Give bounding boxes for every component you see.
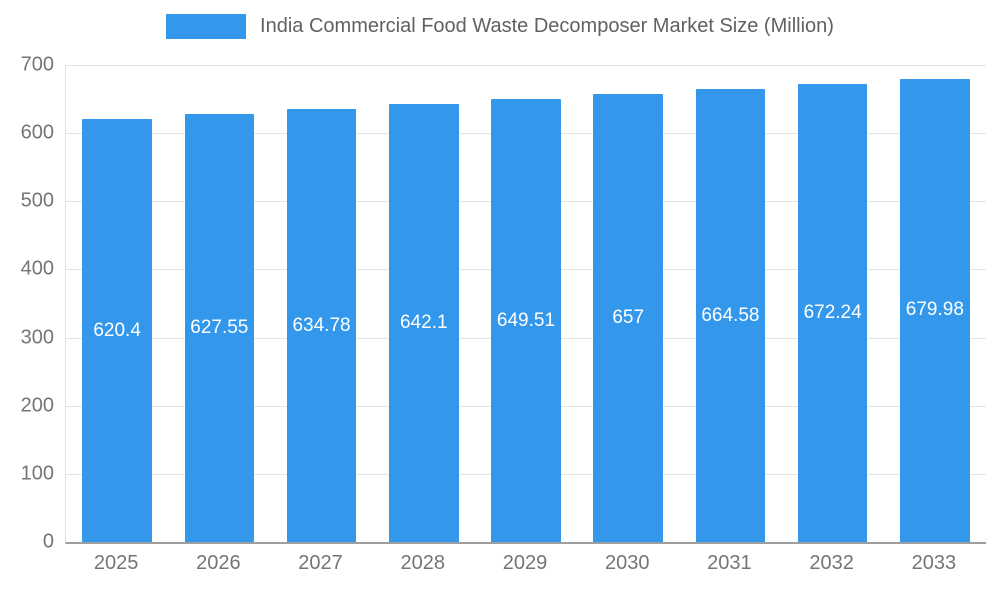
bar-band: 627.55 bbox=[168, 65, 270, 542]
bar: 657 bbox=[593, 94, 663, 542]
bar-band: 649.51 bbox=[475, 65, 577, 542]
chart-title: India Commercial Food Waste Decomposer M… bbox=[260, 15, 834, 37]
x-tick-label: 2033 bbox=[911, 552, 957, 574]
x-tick-label: 2030 bbox=[604, 552, 650, 574]
y-tick-label: 300 bbox=[20, 326, 54, 349]
chart-legend: India Commercial Food Waste Decomposer M… bbox=[0, 14, 1000, 39]
bar-value-label: 664.58 bbox=[701, 304, 760, 326]
y-tick-label: 0 bbox=[42, 530, 54, 553]
x-tick-label: 2025 bbox=[93, 552, 139, 574]
x-tick-label: 2031 bbox=[707, 552, 752, 574]
x-axis-labels: 2025 2026 2027 2028 2029 2030 2031 2032 2033 bbox=[65, 552, 985, 575]
bar: 649.51 bbox=[491, 99, 561, 542]
y-tick-label: 600 bbox=[20, 121, 54, 144]
bar-band: 620.4 bbox=[66, 65, 168, 542]
y-tick-label: 700 bbox=[20, 53, 54, 76]
bar-value-label: 642.1 bbox=[399, 312, 448, 334]
bar-value-label: 679.98 bbox=[905, 299, 964, 321]
bar: 664.58 bbox=[695, 89, 766, 542]
x-tick-label: 2027 bbox=[298, 552, 343, 574]
legend-swatch bbox=[166, 14, 247, 39]
y-tick-label: 400 bbox=[20, 257, 54, 280]
bar: 672.24 bbox=[797, 83, 868, 542]
bar: 634.78 bbox=[286, 109, 357, 542]
x-tick-label: 2028 bbox=[400, 552, 446, 574]
bar: 620.4 bbox=[82, 119, 152, 542]
bar-band: 664.58 bbox=[679, 65, 781, 542]
bar-value-label: 634.78 bbox=[292, 314, 351, 336]
bar-value-label: 627.55 bbox=[190, 317, 249, 339]
plot-area: 0 100 200 300 400 500 600 700 620.4 627.55 634.78 6… bbox=[21, 54, 986, 553]
y-tick-label: 100 bbox=[20, 462, 54, 485]
bar-band: 642.1 bbox=[373, 65, 475, 542]
x-tick-label: 2026 bbox=[196, 552, 241, 574]
gridline bbox=[66, 65, 986, 66]
bar-band: 672.24 bbox=[782, 65, 884, 542]
y-tick-label: 200 bbox=[20, 394, 54, 417]
bar-value-label: 657 bbox=[612, 307, 645, 329]
bar-value-label: 620.4 bbox=[93, 319, 141, 341]
bar: 642.1 bbox=[389, 104, 459, 542]
bar: 627.55 bbox=[184, 114, 255, 542]
bar: 679.98 bbox=[900, 78, 970, 542]
x-tick-label: 2032 bbox=[809, 552, 854, 574]
bar-band: 679.98 bbox=[884, 65, 986, 542]
bars-group: 620.4 627.55 634.78 642.1 649.51 657 664.58 672… bbox=[66, 65, 986, 542]
bar-band: 657 bbox=[577, 65, 679, 542]
bar-band: 634.78 bbox=[270, 65, 372, 542]
x-tick-label: 2029 bbox=[502, 552, 548, 574]
bar-value-label: 649.51 bbox=[496, 309, 556, 331]
bar-value-label: 672.24 bbox=[803, 301, 862, 323]
y-tick-label: 500 bbox=[20, 189, 54, 212]
